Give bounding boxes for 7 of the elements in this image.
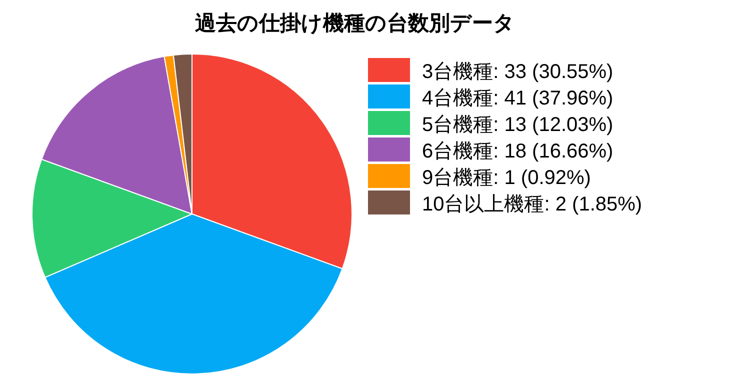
legend-label: 10台以上機種: 2 (1.85%) (422, 194, 642, 216)
legend-label: 3台機種: 33 (30.55%) (422, 61, 614, 83)
legend-label: 9台機種: 1 (0.92%) (422, 167, 591, 189)
legend-label: 4台機種: 41 (37.96%) (422, 88, 614, 110)
legend-label: 6台機種: 18 (16.66%) (422, 140, 614, 162)
legend-label: 5台機種: 13 (12.03%) (422, 114, 614, 136)
chart-title: 過去の仕掛け機種の台数別データ (195, 12, 515, 35)
